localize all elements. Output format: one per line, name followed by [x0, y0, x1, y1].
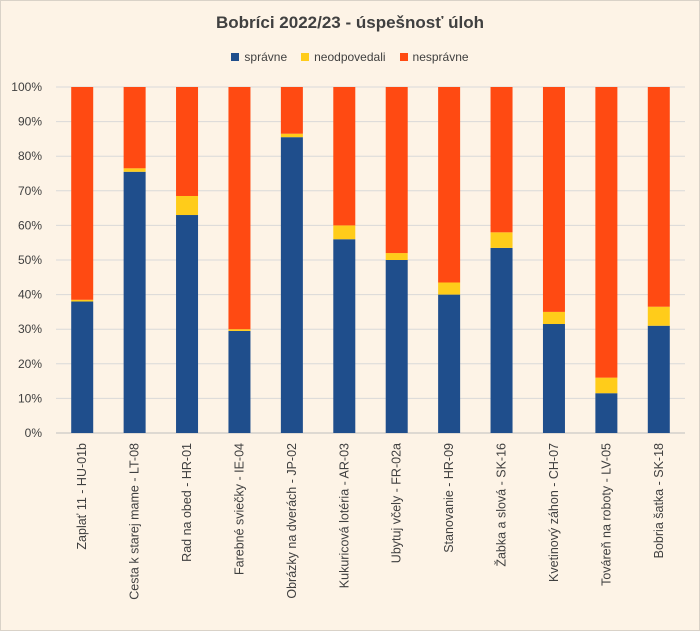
- bar-segment-neodpovedali: [542, 311, 565, 325]
- legend-label-nespravne: nesprávne: [412, 50, 469, 64]
- y-tick-label: 100%: [11, 80, 42, 94]
- bar-segment-neodpovedali: [438, 282, 461, 295]
- bar-segment-spravne: [176, 215, 199, 433]
- x-tick-label: Stanovanie - HR-09: [442, 443, 456, 553]
- y-tick-label: 10%: [18, 391, 42, 405]
- x-tick-label: Rad na obed - HR-01: [180, 443, 194, 562]
- bar-segment-spravne: [385, 260, 408, 433]
- bar-segment-nespravne: [228, 87, 251, 330]
- bar-segment-neodpovedali: [490, 232, 513, 248]
- bar-segment-nespravne: [542, 87, 565, 312]
- bar-segment-spravne: [280, 137, 303, 434]
- bar-segment-neodpovedali: [228, 329, 251, 331]
- x-tick-label: Farebné sviečky - IE-04: [232, 443, 246, 575]
- legend-label-neodpovedali: neodpovedali: [314, 50, 386, 64]
- y-tick-label: 40%: [18, 288, 42, 302]
- x-tick-label: Cesta k starej mame - LT-08: [128, 443, 142, 600]
- legend-swatch-neodpovedali: [301, 53, 310, 61]
- bar-segment-spravne: [123, 171, 146, 433]
- bar-segment-spravne: [647, 325, 670, 433]
- legend-item-nespravne: nesprávne: [399, 50, 469, 64]
- bar-segment-spravne: [438, 294, 461, 433]
- bar-segment-spravne: [333, 239, 356, 433]
- y-tick-label: 50%: [18, 253, 42, 267]
- x-tick-label: Obrázky na dverách - JP-02: [285, 443, 299, 599]
- chart-title: Bobríci 2022/23 - úspešnosť úloh: [216, 13, 484, 32]
- y-tick-label: 20%: [18, 357, 42, 371]
- x-tick-label: Kvetinový záhon - CH-07: [547, 443, 561, 582]
- legend: správne neodpovedali nesprávne: [0, 50, 700, 64]
- x-tick-label: Ubytuj včely - FR-02a: [390, 443, 404, 563]
- x-tick-label: Továreň na roboty - LV-05: [599, 443, 613, 586]
- bar-segment-nespravne: [647, 87, 670, 307]
- bar-segment-nespravne: [438, 87, 461, 283]
- bar-segment-nespravne: [385, 87, 408, 254]
- bar-segment-spravne: [71, 301, 94, 433]
- legend-label-spravne: správne: [244, 50, 288, 64]
- y-tick-label: 60%: [18, 218, 42, 232]
- bar-segment-neodpovedali: [595, 377, 618, 394]
- x-tick-label: Zaplať 11 - HU-01b: [75, 443, 89, 550]
- y-tick-label: 0%: [25, 426, 43, 440]
- bar-segment-nespravne: [123, 87, 146, 169]
- y-tick-label: 90%: [18, 115, 42, 129]
- bar-segment-nespravne: [280, 87, 303, 134]
- legend-swatch-spravne: [231, 53, 240, 61]
- bar-segment-neodpovedali: [647, 306, 670, 326]
- bar-segment-spravne: [542, 324, 565, 433]
- x-tick-label: Kukuricová lotéria - AR-03: [337, 443, 351, 588]
- bar-segment-neodpovedali: [71, 299, 94, 302]
- bar-segment-nespravne: [333, 87, 356, 226]
- bar-segment-neodpovedali: [123, 168, 146, 172]
- bar-segment-nespravne: [176, 87, 199, 196]
- bar-segment-spravne: [228, 330, 251, 433]
- bar-segment-spravne: [490, 247, 513, 433]
- bar-segment-nespravne: [71, 87, 94, 300]
- legend-item-neodpovedali: neodpovedali: [301, 50, 386, 64]
- bar-segment-neodpovedali: [280, 133, 303, 138]
- y-tick-label: 30%: [18, 322, 42, 336]
- y-tick-label: 80%: [18, 149, 42, 163]
- legend-swatch-nespravne: [399, 53, 408, 61]
- x-tick-label: Žabka a slová - SK-16: [494, 443, 509, 567]
- legend-item-spravne: správne: [231, 50, 287, 64]
- y-tick-label: 70%: [18, 184, 42, 198]
- bar-segment-spravne: [595, 393, 618, 433]
- bar-segment-neodpovedali: [176, 195, 199, 216]
- bar-segment-neodpovedali: [333, 225, 356, 240]
- bar-segment-neodpovedali: [385, 253, 408, 260]
- x-tick-label: Bobria šatka - SK-18: [652, 443, 666, 558]
- bar-segment-nespravne: [490, 87, 513, 233]
- bar-segment-nespravne: [595, 87, 618, 378]
